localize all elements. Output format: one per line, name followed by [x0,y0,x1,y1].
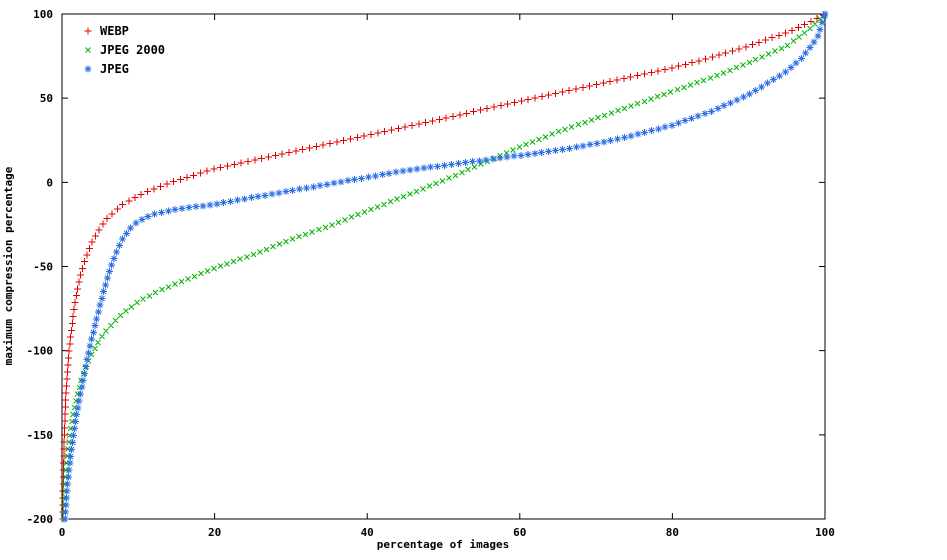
y-axis-label: maximum compression percentage [2,166,15,365]
legend-label: WEBP [100,24,129,38]
series-points-jpeg-2000 [60,11,828,522]
asterisk-marker-icon [84,65,92,73]
y-tick-label: -150 [27,429,54,442]
x-tick-label: 0 [59,526,66,539]
x-tick-label: 20 [208,526,221,539]
y-tick-label: 0 [46,176,53,189]
y-tick-label: -200 [27,513,54,526]
legend-label: JPEG 2000 [100,43,165,57]
legend: WEBP JPEG 2000 JPEG [84,24,165,76]
legend-label: JPEG [100,62,129,76]
plus-marker-icon [84,27,92,35]
x-tick-label: 60 [513,526,526,539]
series-points-webp [59,10,829,523]
legend-item-webp: WEBP [84,24,129,38]
x-tick-label: 40 [361,526,374,539]
y-tick-label: -100 [27,345,54,358]
legend-item-jpeg-2000: JPEG 2000 [85,43,165,57]
x-tick-label: 80 [666,526,679,539]
series-points-jpeg [61,10,829,523]
cross-marker-icon [85,47,91,53]
y-tick-label: 50 [40,92,53,105]
x-tick-label: 100 [815,526,835,539]
y-tick-label: -50 [33,261,53,274]
plot-border [61,13,826,520]
tick-marks [61,13,826,520]
x-axis-label: percentage of images [377,538,509,551]
legend-item-jpeg: JPEG [84,62,129,76]
y-tick-label: 100 [33,8,53,21]
